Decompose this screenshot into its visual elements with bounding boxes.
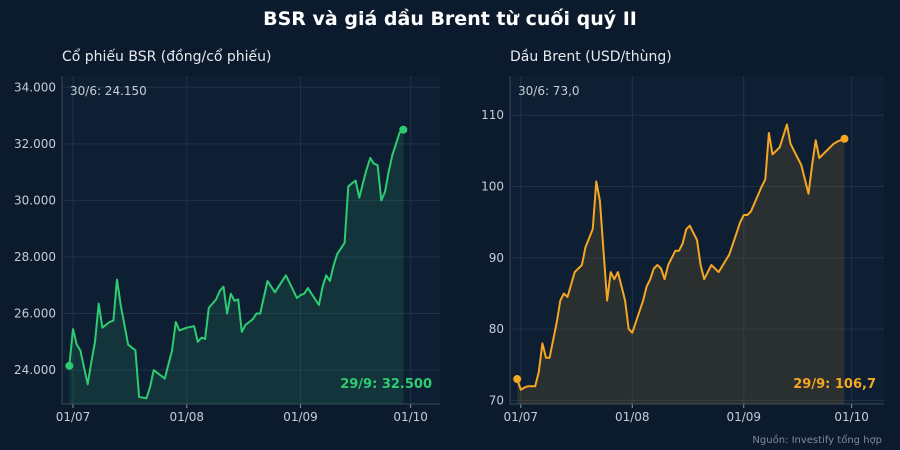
brent-ytick-label: 80 — [489, 322, 504, 336]
bsr-plot-area — [62, 76, 440, 404]
brent-ytick-label: 70 — [489, 393, 504, 407]
bsr-end-point — [399, 125, 408, 134]
brent-end-annotation: 29/9: 106,7 — [793, 377, 876, 392]
bsr-ytick-label: 30.000 — [14, 193, 56, 207]
brent-start-point — [513, 375, 522, 384]
brent-series-line — [516, 123, 845, 391]
brent-xtick-label: 01/08 — [615, 410, 650, 424]
brent-ytick-label: 90 — [489, 251, 504, 265]
brent-start-annotation: 30/6: 73,0 — [518, 84, 580, 98]
brent-xtick-label: 01/07 — [503, 410, 538, 424]
bsr-xtick-label: 01/07 — [56, 410, 91, 424]
bsr-ytick-label: 32.000 — [14, 137, 56, 151]
bsr-series-line — [68, 128, 404, 400]
bsr-xtick-label: 01/10 — [393, 410, 428, 424]
bsr-ytick-label: 24.000 — [14, 363, 56, 377]
brent-xtick-label: 01/09 — [726, 410, 761, 424]
bsr-ytick-label: 26.000 — [14, 307, 56, 321]
brent-ytick-label: 100 — [481, 180, 504, 194]
brent-end-point — [840, 134, 849, 143]
bsr-area-fill — [69, 129, 404, 404]
bsr-ytick-label: 28.000 — [14, 250, 56, 264]
brent-area-fill — [517, 124, 845, 404]
bsr-panel-title: Cổ phiếu BSR (đồng/cổ phiếu) — [62, 49, 272, 65]
brent-ytick-label: 110 — [481, 108, 504, 122]
brent-panel-title: Dầu Brent (USD/thùng) — [510, 49, 672, 65]
chart-figure-title: BSR và giá dầu Brent từ cuối quý II — [263, 8, 637, 30]
bsr-start-annotation: 30/6: 24.150 — [70, 84, 147, 98]
brent-xtick-label: 01/10 — [834, 410, 869, 424]
bsr-ytick-label: 34.000 — [14, 80, 56, 94]
bsr-xtick-label: 01/08 — [169, 410, 204, 424]
bsr-xtick-label: 01/09 — [283, 410, 318, 424]
bsr-start-point — [65, 361, 74, 370]
source-note: Nguồn: Investify tổng hợp — [752, 435, 882, 446]
bsr-end-annotation: 29/9: 32.500 — [340, 377, 432, 392]
